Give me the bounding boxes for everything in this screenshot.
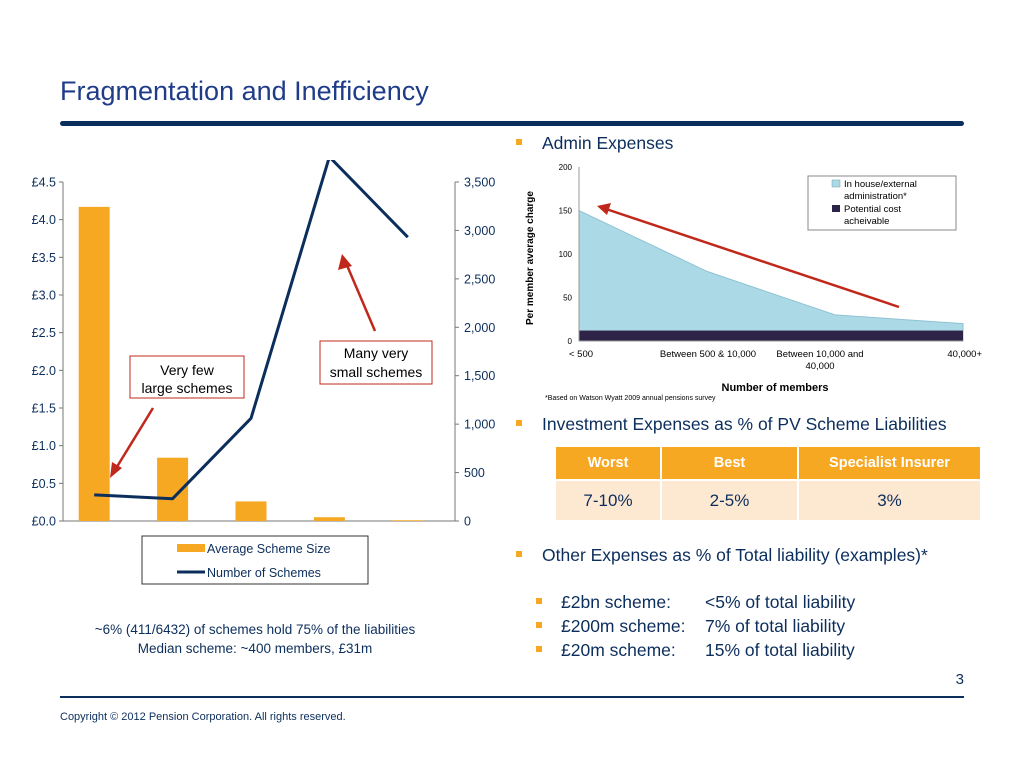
bullet-square-icon [536, 646, 542, 652]
admin-x-tick-label: Between 10,000 and [776, 349, 863, 360]
legend-cost-label-line1: Potential cost [844, 204, 901, 215]
bullet-square-icon [536, 622, 542, 628]
bar-average-scheme-size [392, 520, 424, 521]
admin-expenses-bullet: Admin Expenses [516, 133, 673, 154]
bullet-square-icon [516, 551, 522, 557]
admin-y-axis-label: Per member average charge [525, 191, 536, 325]
scheme-size-chart: £0.0 £0.5 £1.0 £1.5 £2.0 £2.5 £3.0 £3.5 £4.0 £4.5… [32, 160, 495, 585]
cell-worst: 7-10% [556, 479, 662, 520]
other-expenses-bullet: Other Expenses as % of Total liability (… [516, 545, 928, 566]
list-item: £2bn scheme: <5% of total liability [536, 592, 855, 613]
few-large-arrowhead [110, 462, 122, 478]
left-tick-label: £4.5 [32, 176, 56, 190]
scheme-expense-value: 7% of total liability [705, 616, 846, 636]
admin-expenses-label: Admin Expenses [542, 133, 674, 153]
left-tick-label: £1.0 [32, 439, 56, 453]
right-tick-label: 3,500 [464, 176, 495, 190]
other-expenses-label: Other Expenses as % of Total liability (… [542, 545, 928, 565]
right-tick-label: 2,500 [464, 272, 495, 286]
scheme-expense-value: <5% of total liability [705, 592, 856, 612]
table-header-row: Worst Best Specialist Insurer [556, 447, 980, 480]
left-tick-label: £0.5 [32, 477, 56, 491]
header-specialist-insurer: Specialist Insurer [798, 447, 980, 480]
list-item: £200m scheme: 7% of total liability [536, 616, 845, 637]
scheme-size-label: £2bn scheme: [561, 592, 671, 612]
many-small-callout-line1: Many very [344, 345, 409, 361]
left-tick-label: £0.0 [32, 515, 56, 529]
investment-expenses-table: Worst Best Specialist Insurer 7-10% 2-5%… [556, 447, 980, 520]
admin-x-tick-label-cont: 40,000 [805, 361, 834, 372]
left-tick-label: £2.0 [32, 364, 56, 378]
bullet-square-icon [536, 598, 542, 604]
legend-line-label: Number of Schemes [207, 566, 321, 580]
left-tick-label: £4.0 [32, 213, 56, 227]
admin-trend-arrow [605, 207, 900, 309]
right-tick-label: 1,000 [464, 418, 495, 432]
admin-y-tick-label: 100 [559, 250, 573, 259]
table-row: 7-10% 2-5% 3% [556, 479, 980, 520]
legend-cost-swatch [832, 205, 840, 212]
median-scheme-note: Median scheme: ~400 members, £31m [137, 641, 373, 656]
right-tick-label: 500 [464, 466, 485, 480]
bar-average-scheme-size [235, 501, 267, 521]
scheme-expense-value: 15% of total liability [705, 640, 855, 660]
admin-x-tick-label: 40,000+ [947, 349, 982, 360]
right-tick-label: 0 [464, 515, 471, 529]
few-large-callout-box [129, 355, 245, 399]
bullet-square-icon [516, 420, 522, 426]
title-divider [60, 121, 964, 126]
admin-expenses-chart: 0 50 100 150 200 < 500 Between 500 & 10,000 Bet… [525, 163, 982, 402]
scheme-size-label: £20m scheme: [561, 640, 676, 660]
admin-y-tick-label: 150 [559, 207, 573, 216]
legend-area-label-line1: In house/external [844, 179, 917, 190]
header-worst: Worst [556, 447, 662, 480]
admin-x-tick-label: Between 500 & 10,000 [660, 349, 756, 360]
many-small-arrowhead [338, 254, 352, 270]
investment-expenses-bullet: Investment Expenses as % of PV Scheme Li… [516, 414, 947, 435]
legend-bar-label: Average Scheme Size [207, 542, 330, 556]
left-tick-label: £3.5 [32, 251, 56, 265]
page-number: 3 [955, 671, 964, 688]
admin-legend [807, 175, 957, 231]
bar-average-scheme-size [313, 517, 345, 521]
admin-x-axis-label: Number of members [722, 382, 829, 394]
admin-y-tick-label: 50 [563, 294, 572, 303]
cell-specialist-insurer: 3% [798, 479, 980, 520]
scheme-size-label: £200m scheme: [561, 616, 686, 636]
investment-expenses-label: Investment Expenses as % of PV Scheme Li… [542, 414, 947, 434]
legend-area-label-line2: administration* [844, 191, 907, 202]
bar-average-scheme-size [78, 206, 110, 522]
left-tick-label: £3.0 [32, 289, 56, 303]
schemes-concentration-note: ~6% (411/6432) of schemes hold 75% of th… [94, 622, 416, 637]
admin-trend-arrowhead [597, 203, 611, 215]
right-tick-label: 3,000 [464, 224, 495, 238]
cell-best: 2-5% [661, 479, 799, 520]
many-small-callout-box [319, 340, 433, 385]
admin-footnote: *Based on Watson Wyatt 2009 annual pensi… [545, 395, 716, 402]
list-item: £20m scheme: 15% of total liability [536, 640, 855, 661]
left-tick-label: £2.5 [32, 326, 56, 340]
area-potential-cost [579, 330, 963, 341]
few-large-callout-line1: Very few [160, 362, 215, 378]
left-tick-label: £1.5 [32, 402, 56, 416]
slide-title: Fragmentation and Inefficiency [60, 76, 429, 106]
legend-cost-label-line2: acheivable [844, 216, 889, 227]
many-small-arrow [344, 262, 377, 332]
legend-area-swatch [831, 179, 841, 188]
right-tick-label: 2,000 [464, 321, 495, 335]
admin-y-tick-label: 0 [568, 337, 573, 346]
admin-x-tick-label: < 500 [569, 349, 593, 360]
right-tick-label: 1,500 [464, 369, 495, 383]
header-best: Best [661, 447, 799, 480]
footer-divider [60, 696, 964, 698]
few-large-arrow [113, 407, 155, 471]
admin-y-tick-label: 200 [559, 163, 573, 172]
bullet-square-icon [516, 139, 522, 145]
few-large-callout-line2: large schemes [141, 380, 232, 396]
many-small-callout-line2: small schemes [330, 364, 423, 380]
legend-bar-swatch [177, 544, 205, 552]
line-number-of-schemes [94, 160, 409, 501]
copyright-text: Copyright © 2012 Pension Corporation. Al… [60, 711, 346, 723]
